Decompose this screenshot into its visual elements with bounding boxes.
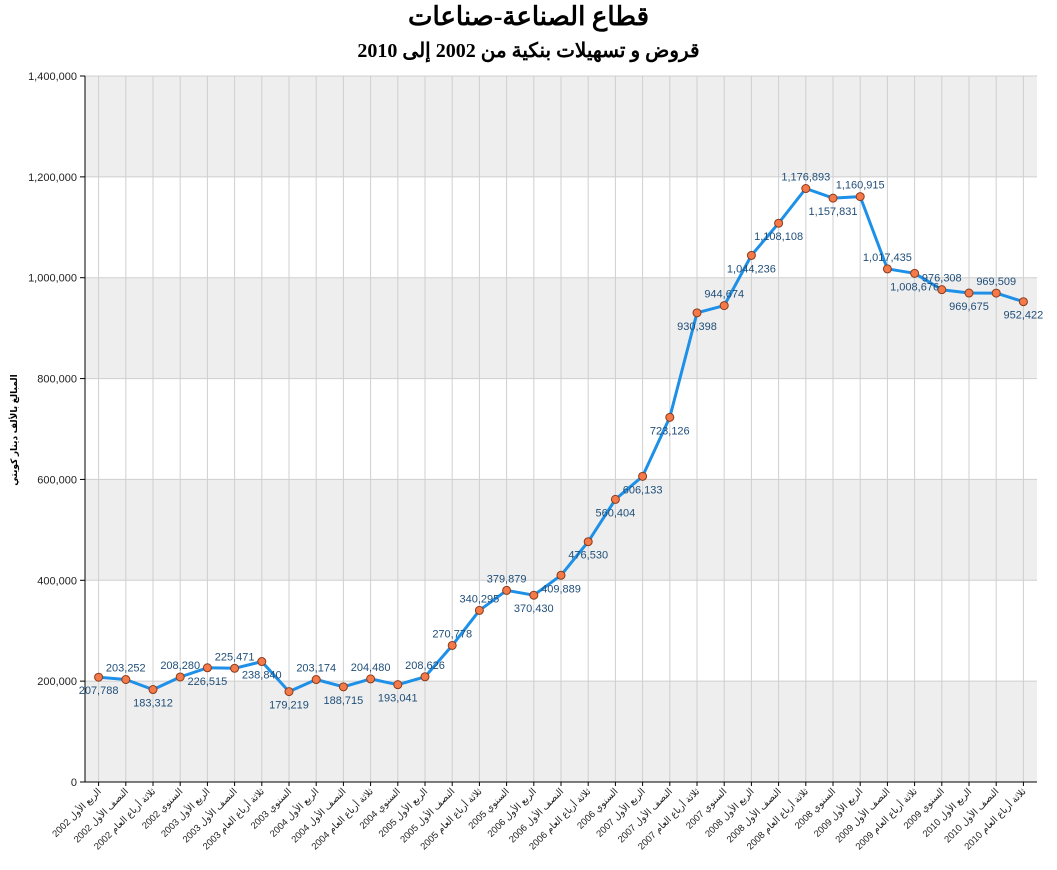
- y-tick-label: 800,000: [37, 374, 77, 386]
- data-point: [828, 193, 838, 203]
- data-point: [746, 250, 756, 260]
- data-label: 969,675: [949, 301, 989, 313]
- data-label: 1,108,108: [754, 231, 803, 243]
- y-tick-label: 600,000: [37, 474, 77, 486]
- data-point: [474, 605, 484, 615]
- data-point: [638, 471, 648, 481]
- data-label: 207,788: [79, 685, 119, 697]
- data-point: [583, 537, 593, 547]
- data-label: 1,008,676: [890, 281, 939, 293]
- data-label: 188,715: [324, 695, 364, 707]
- data-label: 409,889: [541, 583, 581, 595]
- y-tick-label: 200,000: [37, 676, 77, 688]
- data-label: 976,308: [922, 273, 962, 285]
- data-label: 379,879: [487, 573, 527, 585]
- data-point: [284, 687, 294, 697]
- y-tick-label: 1,400,000: [28, 71, 77, 83]
- data-label: 476,530: [568, 550, 608, 562]
- data-label: 208,280: [160, 660, 200, 672]
- data-label: 1,044,236: [727, 263, 776, 275]
- vertical-gridlines: [98, 76, 1024, 782]
- data-label: 238,840: [242, 670, 282, 682]
- data-label: 930,398: [677, 321, 717, 333]
- data-point: [556, 570, 566, 580]
- data-label: 1,176,893: [781, 172, 830, 184]
- data-label: 606,133: [623, 484, 663, 496]
- data-point: [529, 590, 539, 600]
- data-point: [121, 675, 131, 685]
- y-tick-labels: 0 200,000 400,000 600,000 800,000 1,000,000 1,…: [28, 71, 77, 789]
- y-tick-label: 1,000,000: [28, 273, 77, 285]
- data-label: 969,509: [976, 276, 1016, 288]
- data-point: [420, 672, 430, 682]
- data-markers: [94, 184, 1028, 697]
- data-label: 1,160,915: [836, 180, 885, 192]
- data-label: 203,174: [296, 663, 336, 675]
- data-point: [311, 675, 321, 685]
- data-label: 203,252: [106, 663, 146, 675]
- data-point: [882, 264, 892, 274]
- data-point: [393, 680, 403, 690]
- data-point: [502, 585, 512, 595]
- data-point: [964, 288, 974, 298]
- data-label: 952,422: [1004, 310, 1044, 322]
- data-point: [719, 301, 729, 311]
- data-label: 183,312: [133, 698, 173, 710]
- data-label: 225,471: [215, 651, 255, 663]
- data-point: [937, 285, 947, 295]
- data-label: 1,157,831: [809, 206, 858, 218]
- data-point: [338, 682, 348, 692]
- y-axis-label: المبالغ بالألف دينار كويتي: [8, 374, 20, 485]
- y-tick-label: 400,000: [37, 575, 77, 587]
- data-point: [665, 412, 675, 422]
- data-point: [610, 494, 620, 504]
- y-tick-label: 0: [71, 777, 77, 789]
- data-point: [230, 663, 240, 673]
- data-point: [148, 685, 158, 695]
- data-label: 370,430: [514, 603, 554, 615]
- data-point: [94, 672, 104, 682]
- data-label: 226,515: [188, 676, 228, 688]
- data-label: 1,017,435: [863, 252, 912, 264]
- data-label: 179,219: [269, 700, 309, 712]
- data-label: 270,778: [432, 628, 472, 640]
- data-point: [202, 663, 212, 673]
- data-label: 193,041: [378, 693, 418, 705]
- data-point: [1018, 297, 1028, 307]
- data-labels: 207,788 203,252 183,312 208,280 226,515 225,4…: [79, 172, 1044, 712]
- data-point: [855, 192, 865, 202]
- data-label: 723,126: [650, 425, 690, 437]
- data-point: [991, 288, 1001, 298]
- data-label: 204,480: [351, 662, 391, 674]
- chart-subtitle: قروض و تسهيلات بنكية من 2002 إلى 2010: [357, 40, 700, 62]
- data-point: [257, 657, 267, 667]
- data-point: [801, 184, 811, 194]
- chart-title: قطاع الصناعة-صناعات: [407, 2, 650, 31]
- data-point: [692, 308, 702, 318]
- data-label: 944,674: [704, 289, 744, 301]
- data-point: [910, 268, 920, 278]
- data-point: [175, 672, 185, 682]
- y-tick-label: 1,200,000: [28, 172, 77, 184]
- data-label: 208,626: [405, 660, 445, 672]
- data-point: [774, 218, 784, 228]
- data-label: 340,295: [460, 593, 500, 605]
- data-point: [447, 640, 457, 650]
- data-point: [366, 674, 376, 684]
- data-label: 560,404: [596, 507, 636, 519]
